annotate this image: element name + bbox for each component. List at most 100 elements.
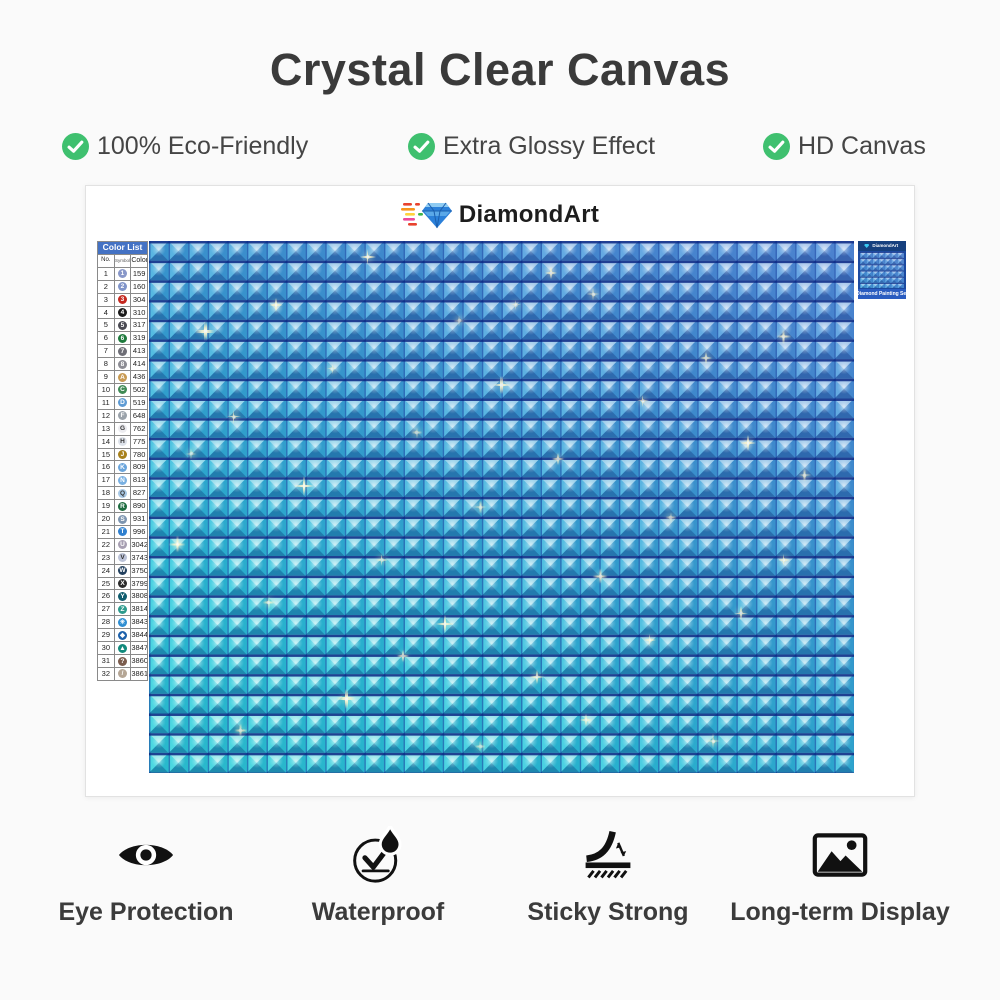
symbol-circle: Y — [117, 591, 127, 601]
col-symbol: Symbol — [113, 253, 132, 268]
color-no: 31 — [97, 654, 115, 668]
color-code: 775 — [130, 434, 148, 449]
color-list-row: 24 W 3750 — [97, 563, 148, 578]
symbol-circle: 5 — [117, 320, 127, 330]
color-list-row: 20 S 931 — [97, 512, 148, 526]
feature-label: Extra Glossy Effect — [443, 132, 656, 160]
color-list-row: 4 4 310 — [97, 305, 148, 320]
color-no: 28 — [97, 615, 115, 630]
color-no: 32 — [97, 666, 115, 681]
symbol-circle: F — [117, 411, 127, 421]
color-code: 160 — [130, 279, 148, 294]
sparkle-dot — [555, 457, 560, 462]
color-list-row: 31? 3860 — [97, 654, 148, 668]
color-no: 20 — [97, 512, 115, 526]
symbol-circle: U — [117, 540, 127, 550]
sparkle-dot — [478, 744, 483, 749]
color-code: 780 — [130, 447, 148, 462]
sparkle-glint — [473, 500, 487, 514]
color-symbol: X — [113, 576, 132, 591]
color-code: 3750 — [130, 563, 148, 578]
feature-badge-glossy: Extra Glossy Effect — [408, 132, 655, 161]
sparkle-glint — [492, 375, 511, 394]
symbol-circle: N — [117, 475, 127, 485]
sparkle-dot — [189, 451, 194, 456]
color-list-row: 5 5 317 — [97, 318, 148, 333]
sparkle-glint — [396, 649, 409, 662]
sparkle-glint — [777, 554, 790, 567]
sparkle-dot — [175, 542, 180, 547]
symbol-circle: W — [117, 566, 127, 576]
symbol-circle: 3 — [117, 295, 127, 305]
sparkle-dot — [781, 558, 786, 563]
symbol-circle: 7 — [117, 346, 127, 356]
benefit-eye-protection: Eye Protection — [26, 826, 266, 927]
sparkle-dot — [273, 302, 278, 307]
color-list-row: 3 3 304 — [97, 292, 148, 307]
sparkle-dot — [548, 270, 553, 275]
symbol-circle: X — [117, 579, 127, 589]
color-code: 3843 — [130, 615, 148, 630]
color-no: 18 — [97, 486, 115, 501]
color-no: 26 — [97, 589, 115, 604]
benefit-label: Sticky Strong — [527, 898, 689, 926]
color-no: 5 — [97, 318, 115, 333]
color-no: 7 — [97, 344, 115, 359]
symbol-circle: Q — [117, 488, 127, 498]
benefit-label: Long-term Display — [730, 898, 950, 926]
color-code: 436 — [130, 370, 148, 384]
thumbnail-brand-bar: DiamondArt — [858, 241, 906, 251]
color-list-row: 18 Q 827 — [97, 486, 148, 501]
sparkle-dot — [668, 515, 673, 520]
color-no: 27 — [97, 602, 115, 617]
color-code: 519 — [130, 395, 148, 410]
sparkle-glint — [336, 688, 357, 709]
color-code: 159 — [130, 266, 148, 281]
color-code: 813 — [130, 473, 148, 488]
color-symbol: F — [113, 408, 132, 423]
page-title: Crystal Clear Canvas — [269, 44, 731, 95]
feature-label: HD Canvas — [798, 132, 926, 160]
color-code: 502 — [130, 382, 148, 397]
color-code: 304 — [130, 292, 148, 307]
benefit-row: Eye Protection Waterproof — [0, 826, 1000, 936]
mini-diamond-icon — [864, 244, 870, 248]
benefit-sticky-strong: Sticky Strong — [488, 826, 728, 927]
color-symbol: ◆ — [113, 628, 132, 643]
color-code: 827 — [130, 486, 148, 501]
sparkle-glint — [327, 363, 338, 374]
sticky-strong-icon — [585, 830, 631, 879]
color-symbol: S — [113, 512, 132, 526]
sparkle-glint — [453, 315, 465, 327]
color-list-title: Color List — [97, 241, 148, 255]
picture-icon — [812, 833, 868, 877]
benefit-waterproof: Waterproof — [258, 826, 498, 927]
sparkle-dot — [598, 574, 603, 579]
color-no: 11 — [97, 395, 115, 410]
diamond-logo-icon — [400, 202, 452, 229]
sparkle-dot — [746, 441, 751, 446]
sparkle-dot — [584, 717, 589, 722]
color-symbol: G — [113, 421, 132, 436]
color-code: 890 — [130, 499, 148, 514]
color-symbol: 6 — [113, 331, 132, 346]
brand-logo: DiamondArt — [86, 196, 914, 234]
color-list-row: 11 D 519 — [97, 395, 148, 410]
color-list-row: 10 C 502 — [97, 382, 148, 397]
symbol-circle: C — [117, 385, 127, 395]
color-list-header-row: No. Symbol Color — [97, 253, 148, 268]
sparkle-glint — [636, 394, 649, 407]
color-list-row: 13 G 762 — [97, 421, 148, 436]
thumbnail-grid — [860, 252, 904, 288]
sparkle-glint — [185, 448, 197, 460]
color-symbol: 2 — [113, 279, 132, 294]
check-circle-icon — [408, 133, 435, 160]
check-circle-icon — [763, 133, 790, 160]
color-no: 4 — [97, 305, 115, 320]
sparkle-dot — [238, 728, 243, 733]
sparkle-dot — [330, 366, 335, 371]
symbol-circle: H — [117, 437, 127, 447]
color-no: 21 — [97, 524, 115, 539]
symbol-circle: D — [117, 398, 127, 408]
product-canvas-card: DiamondArt Color List No. Symbol Color 1… — [85, 185, 915, 797]
